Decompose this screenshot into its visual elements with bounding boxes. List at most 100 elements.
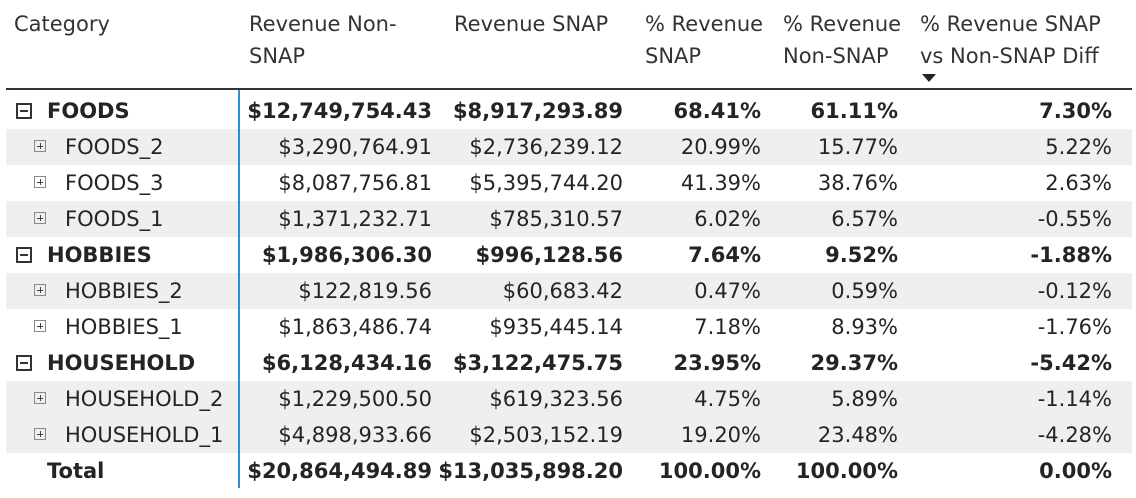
subcategory-row[interactable]: HOBBIES_1 $1,863,486.74 $935,445.14 7.18% 8.… xyxy=(6,309,1132,345)
cell-diff: 2.63% xyxy=(1045,171,1112,195)
expand-icon[interactable] xyxy=(34,284,46,296)
cell-pct-non-snap: 9.52% xyxy=(825,243,898,267)
cell-diff: 0.00% xyxy=(1039,459,1112,483)
header-category-label: Category xyxy=(14,12,110,36)
cell-rev-non-snap: $8,087,756.81 xyxy=(278,171,432,195)
cell-rev-non-snap: $1,229,500.50 xyxy=(278,387,432,411)
header-pct-diff-line1: % Revenue SNAP xyxy=(920,12,1101,36)
cell-pct-non-snap: 23.48% xyxy=(817,423,898,447)
collapse-icon[interactable] xyxy=(16,247,32,263)
cell-pct-non-snap: 100.00% xyxy=(795,459,898,483)
category-label: HOUSEHOLD_2 xyxy=(65,387,224,411)
subcategory-row[interactable]: FOODS_3 $8,087,756.81 $5,395,744.20 41.39% 3… xyxy=(6,165,1132,201)
cell-rev-snap: $785,310.57 xyxy=(489,207,623,231)
cell-pct-snap: 4.75% xyxy=(694,387,761,411)
header-revenue-non-snap[interactable]: Revenue Non- SNAP xyxy=(249,8,397,88)
category-label: HOUSEHOLD xyxy=(47,351,196,375)
header-pct-revenue-non-snap-line2: Non-SNAP xyxy=(783,44,889,68)
cell-pct-snap: 19.20% xyxy=(680,423,761,447)
cell-rev-non-snap: $1,986,306.30 xyxy=(261,243,432,267)
expand-icon[interactable] xyxy=(34,176,46,188)
cell-rev-non-snap: $122,819.56 xyxy=(298,279,432,303)
subcategory-row[interactable]: HOUSEHOLD_2 $1,229,500.50 $619,323.56 4.75%… xyxy=(6,381,1132,417)
category-row[interactable]: HOUSEHOLD $6,128,434.16 $3,122,475.75 23.95… xyxy=(6,345,1132,381)
cell-pct-non-snap: 29.37% xyxy=(810,351,898,375)
header-pct-revenue-non-snap[interactable]: % Revenue Non-SNAP xyxy=(783,8,901,88)
sort-descending-icon[interactable] xyxy=(922,74,936,82)
category-label: Total xyxy=(47,459,105,483)
cell-pct-non-snap: 61.11% xyxy=(810,99,898,123)
header-revenue-snap[interactable]: Revenue SNAP xyxy=(454,8,608,88)
expand-icon[interactable] xyxy=(34,212,46,224)
cell-rev-snap: $935,445.14 xyxy=(489,315,623,339)
header-pct-diff[interactable]: % Revenue SNAP vs Non-SNAP Diff xyxy=(920,8,1101,88)
cell-diff: 5.22% xyxy=(1045,135,1112,159)
cell-diff: -0.55% xyxy=(1037,207,1112,231)
category-label: HOBBIES_2 xyxy=(65,279,183,303)
cell-pct-snap: 7.18% xyxy=(694,315,761,339)
category-row[interactable]: HOBBIES $1,986,306.30 $996,128.56 7.64% 9.52… xyxy=(6,237,1132,273)
cell-pct-non-snap: 6.57% xyxy=(831,207,898,231)
cell-rev-non-snap: $12,749,754.43 xyxy=(247,99,432,123)
header-category[interactable]: Category xyxy=(14,8,110,88)
cell-rev-non-snap: $20,864,494.89 xyxy=(247,459,432,483)
subcategory-row[interactable]: HOUSEHOLD_1 $4,898,933.66 $2,503,152.19 19.… xyxy=(6,417,1132,453)
cell-rev-snap: $996,128.56 xyxy=(475,243,623,267)
cell-pct-snap: 7.64% xyxy=(688,243,761,267)
cell-pct-snap: 41.39% xyxy=(680,171,761,195)
cell-rev-snap: $60,683.42 xyxy=(502,279,623,303)
expand-icon[interactable] xyxy=(34,392,46,404)
cell-pct-non-snap: 8.93% xyxy=(831,315,898,339)
cell-diff: -4.28% xyxy=(1037,423,1112,447)
total-row[interactable]: Total $20,864,494.89 $13,035,898.20 100.00%… xyxy=(6,453,1132,489)
cell-rev-snap: $2,503,152.19 xyxy=(469,423,623,447)
cell-rev-non-snap: $1,863,486.74 xyxy=(278,315,432,339)
cell-rev-snap: $619,323.56 xyxy=(489,387,623,411)
cell-rev-non-snap: $4,898,933.66 xyxy=(278,423,432,447)
cell-pct-non-snap: 15.77% xyxy=(817,135,898,159)
subcategory-row[interactable]: FOODS_1 $1,371,232.71 $785,310.57 6.02% 6.57… xyxy=(6,201,1132,237)
category-label: FOODS_2 xyxy=(65,135,164,159)
category-label: HOUSEHOLD_1 xyxy=(65,423,224,447)
cell-pct-snap: 100.00% xyxy=(658,459,761,483)
cell-diff: 7.30% xyxy=(1039,99,1112,123)
category-label: HOBBIES_1 xyxy=(65,315,183,339)
cell-pct-non-snap: 38.76% xyxy=(817,171,898,195)
cell-diff: -5.42% xyxy=(1030,351,1112,375)
header-pct-revenue-snap[interactable]: % Revenue SNAP xyxy=(645,8,763,88)
header-pct-revenue-non-snap-line1: % Revenue xyxy=(783,12,902,36)
cell-rev-non-snap: $1,371,232.71 xyxy=(278,207,432,231)
cell-rev-non-snap: $3,290,764.91 xyxy=(278,135,432,159)
cell-rev-snap: $2,736,239.12 xyxy=(469,135,623,159)
subcategory-row[interactable]: FOODS_2 $3,290,764.91 $2,736,239.12 20.99% 1… xyxy=(6,129,1132,165)
collapse-icon[interactable] xyxy=(16,355,32,371)
cell-pct-snap: 0.47% xyxy=(694,279,761,303)
category-label: FOODS_3 xyxy=(65,171,164,195)
header-divider xyxy=(6,88,1132,90)
category-row[interactable]: FOODS $12,749,754.43 $8,917,293.89 68.41% 61… xyxy=(6,93,1132,129)
header-revenue-non-snap-line2: SNAP xyxy=(249,44,306,68)
expand-icon[interactable] xyxy=(34,320,46,332)
cell-pct-non-snap: 5.89% xyxy=(831,387,898,411)
expand-icon[interactable] xyxy=(34,428,46,440)
cell-pct-non-snap: 0.59% xyxy=(831,279,898,303)
cell-rev-snap: $3,122,475.75 xyxy=(452,351,623,375)
header-revenue-non-snap-line1: Revenue Non- xyxy=(249,12,397,36)
collapse-icon[interactable] xyxy=(16,103,32,119)
cell-rev-non-snap: $6,128,434.16 xyxy=(261,351,432,375)
subcategory-row[interactable]: HOBBIES_2 $122,819.56 $60,683.42 0.47% 0.59%… xyxy=(6,273,1132,309)
header-pct-revenue-snap-line1: % Revenue xyxy=(645,12,764,36)
category-label: FOODS xyxy=(47,99,130,123)
cell-diff: -0.12% xyxy=(1037,279,1112,303)
category-label: HOBBIES xyxy=(47,243,152,267)
expand-icon[interactable] xyxy=(34,140,46,152)
cell-pct-snap: 23.95% xyxy=(673,351,761,375)
cell-pct-snap: 6.02% xyxy=(694,207,761,231)
row-header-divider xyxy=(238,90,240,488)
cell-pct-snap: 20.99% xyxy=(680,135,761,159)
cell-diff: -1.76% xyxy=(1037,315,1112,339)
header-pct-diff-line2: vs Non-SNAP Diff xyxy=(920,44,1099,68)
category-label: FOODS_1 xyxy=(65,207,164,231)
cell-rev-snap: $5,395,744.20 xyxy=(469,171,623,195)
